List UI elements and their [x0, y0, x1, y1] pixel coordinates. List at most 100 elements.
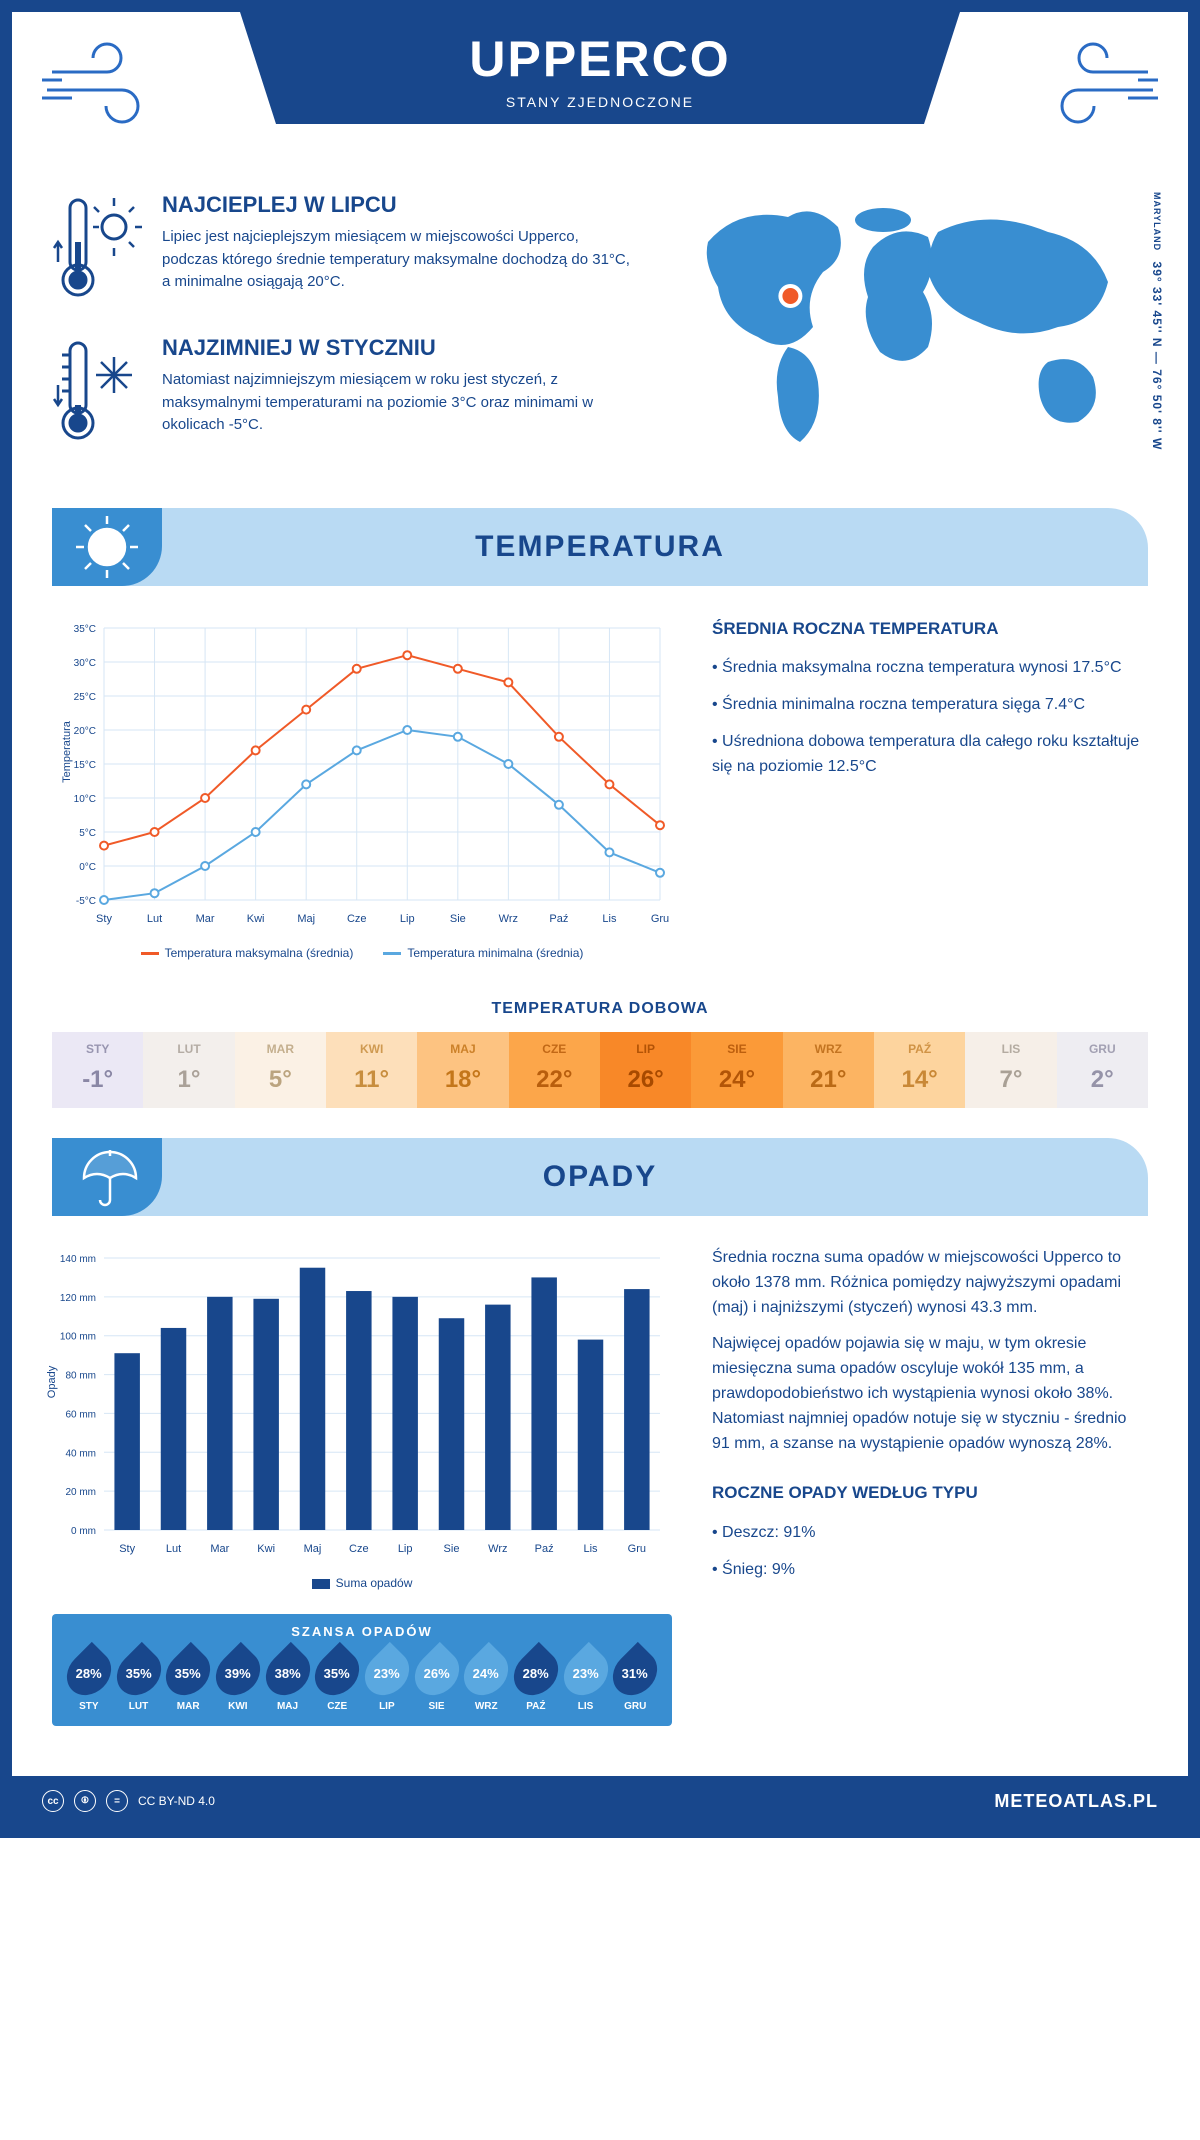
header: UPPERCO STANY ZJEDNOCZONE — [12, 12, 1188, 182]
intro-section: NAJCIEPLEJ W LIPCU Lipiec jest najcieple… — [12, 182, 1188, 508]
facts: NAJCIEPLEJ W LIPCU Lipiec jest najcieple… — [52, 192, 638, 478]
fact-warmest: NAJCIEPLEJ W LIPCU Lipiec jest najcieple… — [52, 192, 638, 307]
svg-text:Mar: Mar — [196, 913, 215, 925]
daily-temp-title: TEMPERATURA DOBOWA — [12, 1000, 1188, 1018]
coordinates: MARYLAND 39° 33' 45'' N — 76° 50' 8'' W — [1150, 192, 1164, 450]
summary-item: Średnia maksymalna roczna temperatura wy… — [712, 656, 1148, 681]
svg-text:20 mm: 20 mm — [65, 1487, 96, 1498]
precipitation-chart: Opady 0 mm20 mm40 mm60 mm80 mm100 mm120 … — [52, 1246, 672, 1566]
svg-text:20°C: 20°C — [74, 726, 96, 737]
rain-drop: 35%CZE — [314, 1649, 360, 1712]
svg-text:Lut: Lut — [166, 1543, 181, 1555]
temperature-summary: ŚREDNIA ROCZNA TEMPERATURA Średnia maksy… — [712, 616, 1148, 960]
rain-drop: 38%MAJ — [265, 1649, 311, 1712]
svg-text:Sty: Sty — [96, 913, 112, 925]
footer: cc 🅯 = CC BY-ND 4.0 METEOATLAS.PL — [12, 1776, 1188, 1826]
precip-type-title: ROCZNE OPADY WEDŁUG TYPU — [712, 1480, 1148, 1506]
temperature-legend: Temperatura maksymalna (średnia)Temperat… — [52, 946, 672, 960]
svg-text:-5°C: -5°C — [76, 896, 96, 907]
precipitation-body: Opady 0 mm20 mm40 mm60 mm80 mm100 mm120 … — [12, 1216, 1188, 1756]
section-header-precipitation: OPADY — [52, 1138, 1148, 1216]
page-subtitle: STANY ZJEDNOCZONE — [300, 94, 900, 110]
daily-cell: KWI11° — [326, 1032, 417, 1108]
license-text: CC BY-ND 4.0 — [138, 1794, 215, 1808]
svg-text:Gru: Gru — [628, 1543, 646, 1555]
svg-text:Wrz: Wrz — [488, 1543, 507, 1555]
fact-text: Natomiast najzimniejszym miesiącem w rok… — [162, 369, 638, 437]
wind-icon — [1038, 42, 1158, 137]
rain-drop: 35%LUT — [116, 1649, 162, 1712]
thermometer-cold-icon — [52, 335, 142, 450]
daily-cell: PAŹ14° — [874, 1032, 965, 1108]
world-map: MARYLAND 39° 33' 45'' N — 76° 50' 8'' W — [668, 192, 1148, 478]
svg-text:100 mm: 100 mm — [60, 1332, 96, 1343]
precip-paragraph: Najwięcej opadów pojawia się w maju, w t… — [712, 1332, 1148, 1456]
svg-text:Lis: Lis — [602, 913, 617, 925]
rain-chance-title: SZANSA OPADÓW — [66, 1624, 658, 1639]
precip-type-item: Śnieg: 9% — [712, 1558, 1148, 1583]
sun-icon — [52, 508, 162, 586]
fact-title: NAJCIEPLEJ W LIPCU — [162, 192, 638, 218]
svg-text:120 mm: 120 mm — [60, 1293, 96, 1304]
fact-coldest: NAJZIMNIEJ W STYCZNIU Natomiast najzimni… — [52, 335, 638, 450]
rain-drop: 24%WRZ — [463, 1649, 509, 1712]
rain-drop: 28%STY — [66, 1649, 112, 1712]
umbrella-icon — [52, 1138, 162, 1216]
brand: METEOATLAS.PL — [994, 1791, 1158, 1812]
svg-text:Sie: Sie — [450, 913, 466, 925]
daily-cell: GRU2° — [1057, 1032, 1148, 1108]
svg-text:Paź: Paź — [535, 1543, 554, 1555]
svg-text:15°C: 15°C — [74, 760, 96, 771]
section-header-temperature: TEMPERATURA — [52, 508, 1148, 586]
rain-drop: 35%MAR — [165, 1649, 211, 1712]
cc-icon: cc — [42, 1790, 64, 1812]
svg-text:Paź: Paź — [549, 913, 568, 925]
svg-text:Maj: Maj — [297, 913, 315, 925]
daily-temp-table: STY-1°LUT1°MAR5°KWI11°MAJ18°CZE22°LIP26°… — [52, 1032, 1148, 1108]
daily-cell: LIP26° — [600, 1032, 691, 1108]
svg-text:25°C: 25°C — [74, 692, 96, 703]
daily-cell: SIE24° — [691, 1032, 782, 1108]
license: cc 🅯 = CC BY-ND 4.0 — [42, 1790, 215, 1812]
daily-cell: MAJ18° — [417, 1032, 508, 1108]
nd-icon: = — [106, 1790, 128, 1812]
svg-text:35°C: 35°C — [74, 624, 96, 635]
svg-text:Lip: Lip — [400, 913, 415, 925]
rain-drop: 23%LIS — [563, 1649, 609, 1712]
thermometer-hot-icon — [52, 192, 142, 307]
svg-text:60 mm: 60 mm — [65, 1409, 96, 1420]
section-title: TEMPERATURA — [475, 530, 725, 563]
svg-text:Gru: Gru — [651, 913, 669, 925]
svg-text:5°C: 5°C — [79, 828, 96, 839]
daily-cell: STY-1° — [52, 1032, 143, 1108]
svg-text:Kwi: Kwi — [247, 913, 265, 925]
svg-text:80 mm: 80 mm — [65, 1371, 96, 1382]
summary-item: Średnia minimalna roczna temperatura się… — [712, 693, 1148, 718]
section-title: OPADY — [543, 1160, 657, 1193]
fact-text: Lipiec jest najcieplejszym miesiącem w m… — [162, 226, 638, 294]
daily-cell: MAR5° — [235, 1032, 326, 1108]
summary-item: Uśredniona dobowa temperatura dla całego… — [712, 730, 1148, 780]
fact-title: NAJZIMNIEJ W STYCZNIU — [162, 335, 638, 361]
svg-text:Wrz: Wrz — [499, 913, 518, 925]
rain-drop: 31%GRU — [612, 1649, 658, 1712]
svg-text:Lip: Lip — [398, 1543, 413, 1555]
rain-chance-panel: SZANSA OPADÓW 28%STY35%LUT35%MAR39%KWI38… — [52, 1614, 672, 1726]
precipitation-text: Średnia roczna suma opadów w miejscowośc… — [712, 1246, 1148, 1726]
svg-text:Sie: Sie — [444, 1543, 460, 1555]
svg-text:40 mm: 40 mm — [65, 1448, 96, 1459]
svg-text:10°C: 10°C — [74, 794, 96, 805]
svg-text:Mar: Mar — [210, 1543, 229, 1555]
title-banner: UPPERCO STANY ZJEDNOCZONE — [240, 12, 960, 124]
page-title: UPPERCO — [300, 30, 900, 88]
wind-icon — [42, 42, 162, 137]
temperature-chart: Temperatura -5°C0°C5°C10°C15°C20°C25°C30… — [52, 616, 672, 936]
rain-drop: 28%PAŹ — [513, 1649, 559, 1712]
svg-text:Maj: Maj — [304, 1543, 322, 1555]
svg-text:Kwi: Kwi — [257, 1543, 275, 1555]
svg-text:Cze: Cze — [347, 913, 367, 925]
rain-drop: 26%SIE — [414, 1649, 460, 1712]
precip-paragraph: Średnia roczna suma opadów w miejscowośc… — [712, 1246, 1148, 1320]
world-map-svg — [668, 192, 1148, 452]
svg-text:Lut: Lut — [147, 913, 162, 925]
